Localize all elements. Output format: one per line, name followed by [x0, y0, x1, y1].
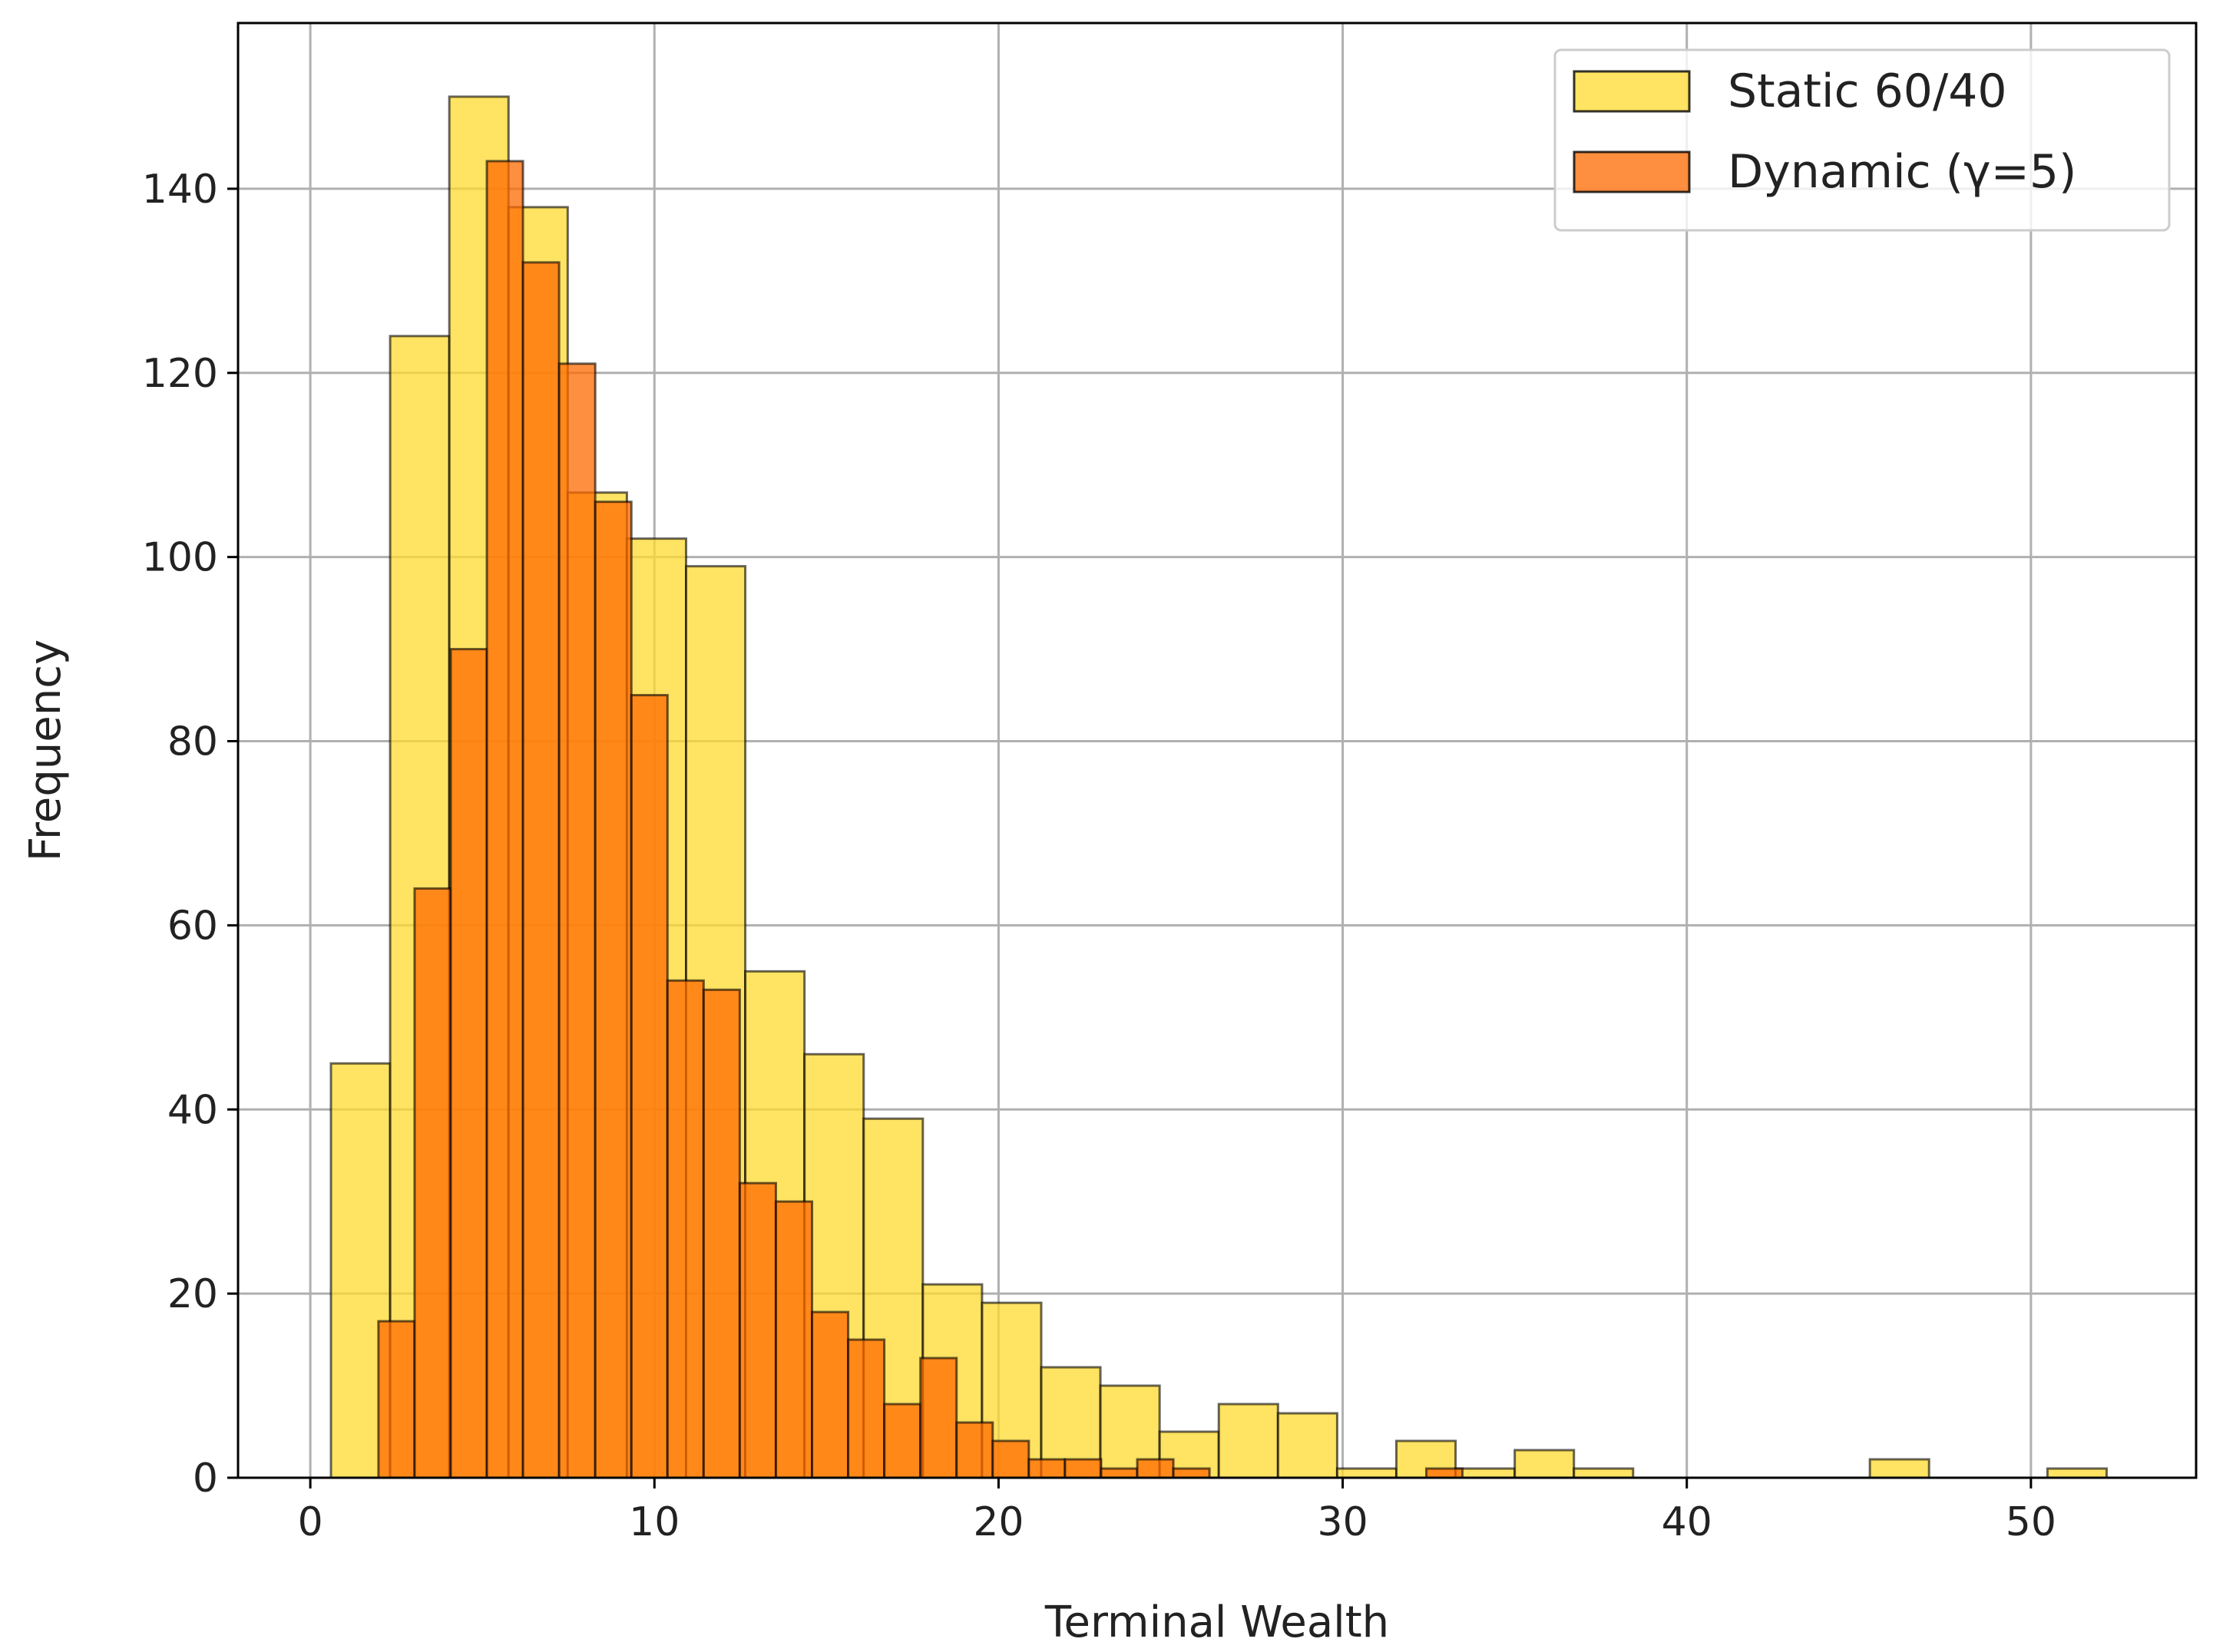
- x-tick-label: 10: [629, 1499, 680, 1545]
- legend-swatch-dynamic: [1573, 150, 1691, 193]
- bar-dynamic: [919, 1356, 958, 1479]
- x-axis-label: Terminal Wealth: [1044, 1597, 1389, 1647]
- legend-label-dynamic: Dynamic (γ=5): [1728, 145, 2076, 199]
- bar-dynamic: [1100, 1467, 1139, 1479]
- x-tick-label: 40: [1662, 1499, 1712, 1545]
- bar-static: [2046, 1467, 2108, 1479]
- y-tick-label: 40: [167, 1087, 218, 1133]
- y-tick-label: 0: [193, 1455, 218, 1502]
- bar-dynamic: [666, 979, 705, 1479]
- bar-static: [1513, 1449, 1576, 1479]
- bar-dynamic: [557, 362, 597, 1479]
- bar-static: [1573, 1467, 1635, 1479]
- bar-dynamic: [630, 694, 669, 1479]
- bar-dynamic: [594, 501, 633, 1479]
- bar-dynamic: [521, 261, 561, 1479]
- y-tick-label: 60: [167, 903, 218, 949]
- bar-dynamic: [883, 1403, 922, 1479]
- bar-static: [1335, 1467, 1398, 1479]
- bar-static: [1868, 1458, 1930, 1479]
- x-tick-label: 20: [973, 1499, 1024, 1545]
- bar-dynamic: [1063, 1458, 1103, 1479]
- plot-frame: [237, 21, 2198, 1479]
- bar-dynamic: [847, 1338, 886, 1479]
- x-tick-label: 0: [298, 1499, 323, 1545]
- bar-static: [1454, 1467, 1517, 1479]
- bar-dynamic: [377, 1320, 416, 1479]
- bar-static: [1276, 1412, 1338, 1479]
- bar-dynamic: [413, 887, 452, 1479]
- y-axis-label: Frequency: [21, 639, 71, 861]
- bar-dynamic: [449, 648, 488, 1479]
- bar-dynamic: [991, 1439, 1030, 1479]
- bar-dynamic: [485, 160, 524, 1479]
- legend-label-static: Static 60/40: [1728, 64, 2007, 118]
- y-tick-label: 120: [142, 351, 218, 397]
- y-tick-label: 80: [167, 719, 218, 765]
- axis-ticks: 0 10 20 30 40 50 0 20 40 60 80 100 120 140: [142, 167, 2056, 1545]
- x-tick-label: 50: [2006, 1499, 2056, 1545]
- bar-dynamic: [811, 1310, 850, 1479]
- bar-dynamic: [955, 1421, 994, 1479]
- bar-dynamic: [1172, 1467, 1211, 1479]
- bar-dynamic: [774, 1200, 814, 1479]
- x-tick-label: 30: [1317, 1499, 1368, 1545]
- legend-swatch-static: [1573, 70, 1691, 113]
- bar-dynamic: [1136, 1458, 1175, 1479]
- histogram-bars: [329, 95, 2108, 1479]
- bar-dynamic: [1424, 1467, 1464, 1479]
- y-tick-label: 100: [142, 535, 218, 581]
- bar-static: [1217, 1403, 1279, 1479]
- y-tick-label: 140: [142, 167, 218, 213]
- y-tick-label: 20: [167, 1271, 218, 1317]
- bar-dynamic: [1027, 1458, 1067, 1479]
- legend-box: [1553, 48, 2171, 232]
- legend: Static 60/40 Dynamic (γ=5): [1553, 48, 2171, 232]
- bar-dynamic: [702, 988, 741, 1479]
- bar-dynamic: [738, 1181, 777, 1479]
